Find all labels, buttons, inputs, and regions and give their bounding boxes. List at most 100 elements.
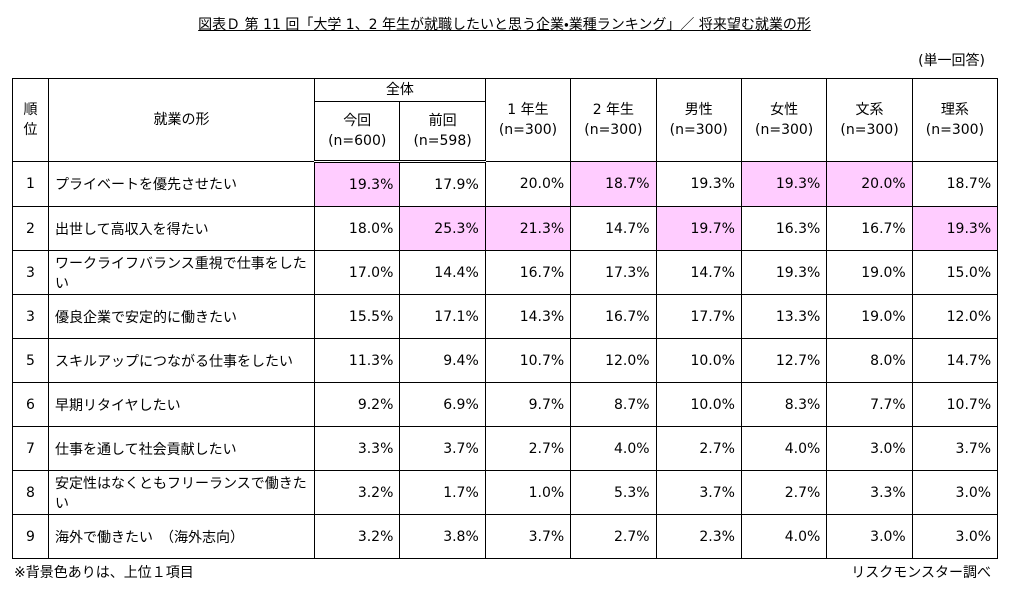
- value-cell: 10.7%: [911, 382, 999, 427]
- rank-cell: 2: [12, 206, 49, 251]
- value-cell: 5.3%: [570, 470, 657, 515]
- value-cell: 15.0%: [911, 250, 999, 295]
- value-cell: 9.7%: [484, 382, 572, 427]
- rank-cell: 6: [12, 382, 49, 427]
- value-cell: 17.0%: [313, 250, 401, 295]
- table-body: 1 プライベートを優先させたい 19.3% 17.9% 20.0% 18.7% 19.3% 1…: [12, 161, 999, 559]
- column-header: 1 年生 (n=300): [484, 78, 572, 162]
- header-n: (n=300): [584, 122, 643, 138]
- column-header: 理系 (n=300): [911, 78, 999, 162]
- value-cell: 17.7%: [655, 294, 742, 339]
- value-cell: 17.9%: [399, 161, 486, 207]
- value-cell: 10.0%: [655, 338, 742, 383]
- footnote: ※背景色ありは、上位１項目: [14, 565, 194, 581]
- value-cell: 10.7%: [484, 338, 572, 383]
- value-cell: 2.7%: [570, 514, 657, 559]
- value-cell: 3.0%: [911, 470, 999, 515]
- value-cell: 18.7%: [570, 161, 657, 207]
- rank-cell: 1: [12, 161, 49, 207]
- value-cell: 16.7%: [826, 206, 913, 251]
- value-cell: 2.7%: [484, 426, 572, 471]
- table-row: 3 ワークライフバランス重視で仕事をしたい 17.0% 14.4% 16.7% 17.3%…: [12, 250, 999, 295]
- item-cell: 海外で働きたい （海外志向）: [48, 514, 315, 559]
- value-cell: 4.0%: [570, 426, 657, 471]
- rank-header: 順位: [12, 78, 49, 162]
- value-cell: 14.3%: [484, 294, 572, 339]
- value-cell: 14.7%: [655, 250, 742, 295]
- column-header: 前回 (n=598): [399, 101, 486, 163]
- value-cell: 2.7%: [740, 470, 828, 515]
- group-header: 全体: [314, 78, 486, 102]
- rank-cell: 8: [12, 470, 49, 515]
- value-cell: 16.7%: [570, 294, 657, 339]
- item-cell: スキルアップにつながる仕事をしたい: [48, 338, 315, 383]
- value-cell: 25.3%: [399, 206, 486, 251]
- header-row: 今回 (n=600) 前回 (n=598): [13, 101, 998, 163]
- value-cell: 18.7%: [911, 161, 999, 207]
- header-label: 1 年生: [507, 102, 549, 118]
- value-cell: 3.0%: [826, 514, 913, 559]
- item-cell: 出世して高収入を得たい: [48, 206, 315, 251]
- header-n: (n=300): [840, 122, 899, 138]
- table-row: 5 スキルアップにつながる仕事をしたい 11.3% 9.4% 10.7% 12.0% 10.…: [12, 338, 999, 383]
- value-cell: 8.0%: [826, 338, 913, 383]
- value-cell: 3.3%: [313, 426, 401, 471]
- column-header: 女性 (n=300): [740, 78, 828, 162]
- value-cell: 3.0%: [911, 514, 999, 559]
- value-cell: 14.4%: [399, 250, 486, 295]
- table-header: 順位 就業の形 全体 1 年生 (n=300) 2 年生 (n=300) 男性 (n=30…: [12, 78, 999, 163]
- value-cell: 3.7%: [655, 470, 742, 515]
- value-cell: 3.2%: [313, 470, 401, 515]
- value-cell: 19.3%: [655, 161, 742, 207]
- value-cell: 7.7%: [826, 382, 913, 427]
- value-cell: 9.4%: [399, 338, 486, 383]
- value-cell: 20.0%: [826, 161, 913, 207]
- table: 順位 就業の形 全体 1 年生 (n=300) 2 年生 (n=300) 男性 (n=30…: [12, 78, 999, 559]
- value-cell: 8.3%: [740, 382, 828, 427]
- value-cell: 3.2%: [313, 514, 401, 559]
- value-cell: 1.7%: [399, 470, 486, 515]
- rank-cell: 3: [12, 294, 49, 339]
- value-cell: 19.0%: [826, 294, 913, 339]
- value-cell: 3.7%: [911, 426, 999, 471]
- value-cell: 19.3%: [740, 250, 828, 295]
- value-cell: 2.7%: [655, 426, 742, 471]
- value-cell: 12.7%: [740, 338, 828, 383]
- rank-cell: 9: [12, 514, 49, 559]
- item-cell: 早期リタイヤしたい: [48, 382, 315, 427]
- table-row: 1 プライベートを優先させたい 19.3% 17.9% 20.0% 18.7% 19.3% 1…: [12, 161, 999, 207]
- header-n: (n=598): [413, 133, 472, 149]
- header-n: (n=300): [498, 122, 558, 138]
- value-cell: 12.0%: [570, 338, 657, 383]
- header-label: 女性: [770, 102, 799, 118]
- value-cell: 15.5%: [313, 294, 401, 339]
- header-n: (n=300): [669, 122, 728, 138]
- value-cell: 16.3%: [740, 206, 828, 251]
- value-cell: 19.3%: [740, 161, 828, 207]
- header-row: 順位 就業の形 全体 1 年生 (n=300) 2 年生 (n=300) 男性 (n=30…: [12, 78, 999, 162]
- value-cell: 12.0%: [911, 294, 999, 339]
- rank-cell: 5: [12, 338, 49, 383]
- table-row: 8 安定性はなくともフリーランスで働きたい 3.2% 1.7% 1.0% 5.3% 3.7%…: [12, 470, 999, 515]
- item-cell: ワークライフバランス重視で仕事をしたい: [48, 250, 315, 295]
- column-header: 文系 (n=300): [826, 78, 913, 162]
- table-row: 9 海外で働きたい （海外志向） 3.2% 3.8% 3.7% 2.7% 2.3% 4.0% 3…: [12, 514, 999, 559]
- value-cell: 3.3%: [826, 470, 913, 515]
- column-header: 男性 (n=300): [655, 78, 742, 162]
- value-cell: 3.8%: [399, 514, 486, 559]
- value-cell: 19.3%: [313, 161, 401, 207]
- value-cell: 19.7%: [655, 206, 742, 251]
- value-cell: 8.7%: [570, 382, 657, 427]
- header-label: 男性: [684, 102, 713, 118]
- value-cell: 17.3%: [570, 250, 657, 295]
- answer-type: (単一回答): [918, 53, 985, 69]
- value-cell: 10.0%: [655, 382, 742, 427]
- value-cell: 13.3%: [740, 294, 828, 339]
- item-cell: プライベートを優先させたい: [48, 161, 315, 207]
- value-cell: 19.0%: [826, 250, 913, 295]
- value-cell: 9.2%: [313, 382, 401, 427]
- value-cell: 6.9%: [399, 382, 486, 427]
- value-cell: 17.1%: [399, 294, 486, 339]
- header-n: (n=300): [925, 122, 985, 138]
- column-header: 今回 (n=600): [313, 101, 401, 163]
